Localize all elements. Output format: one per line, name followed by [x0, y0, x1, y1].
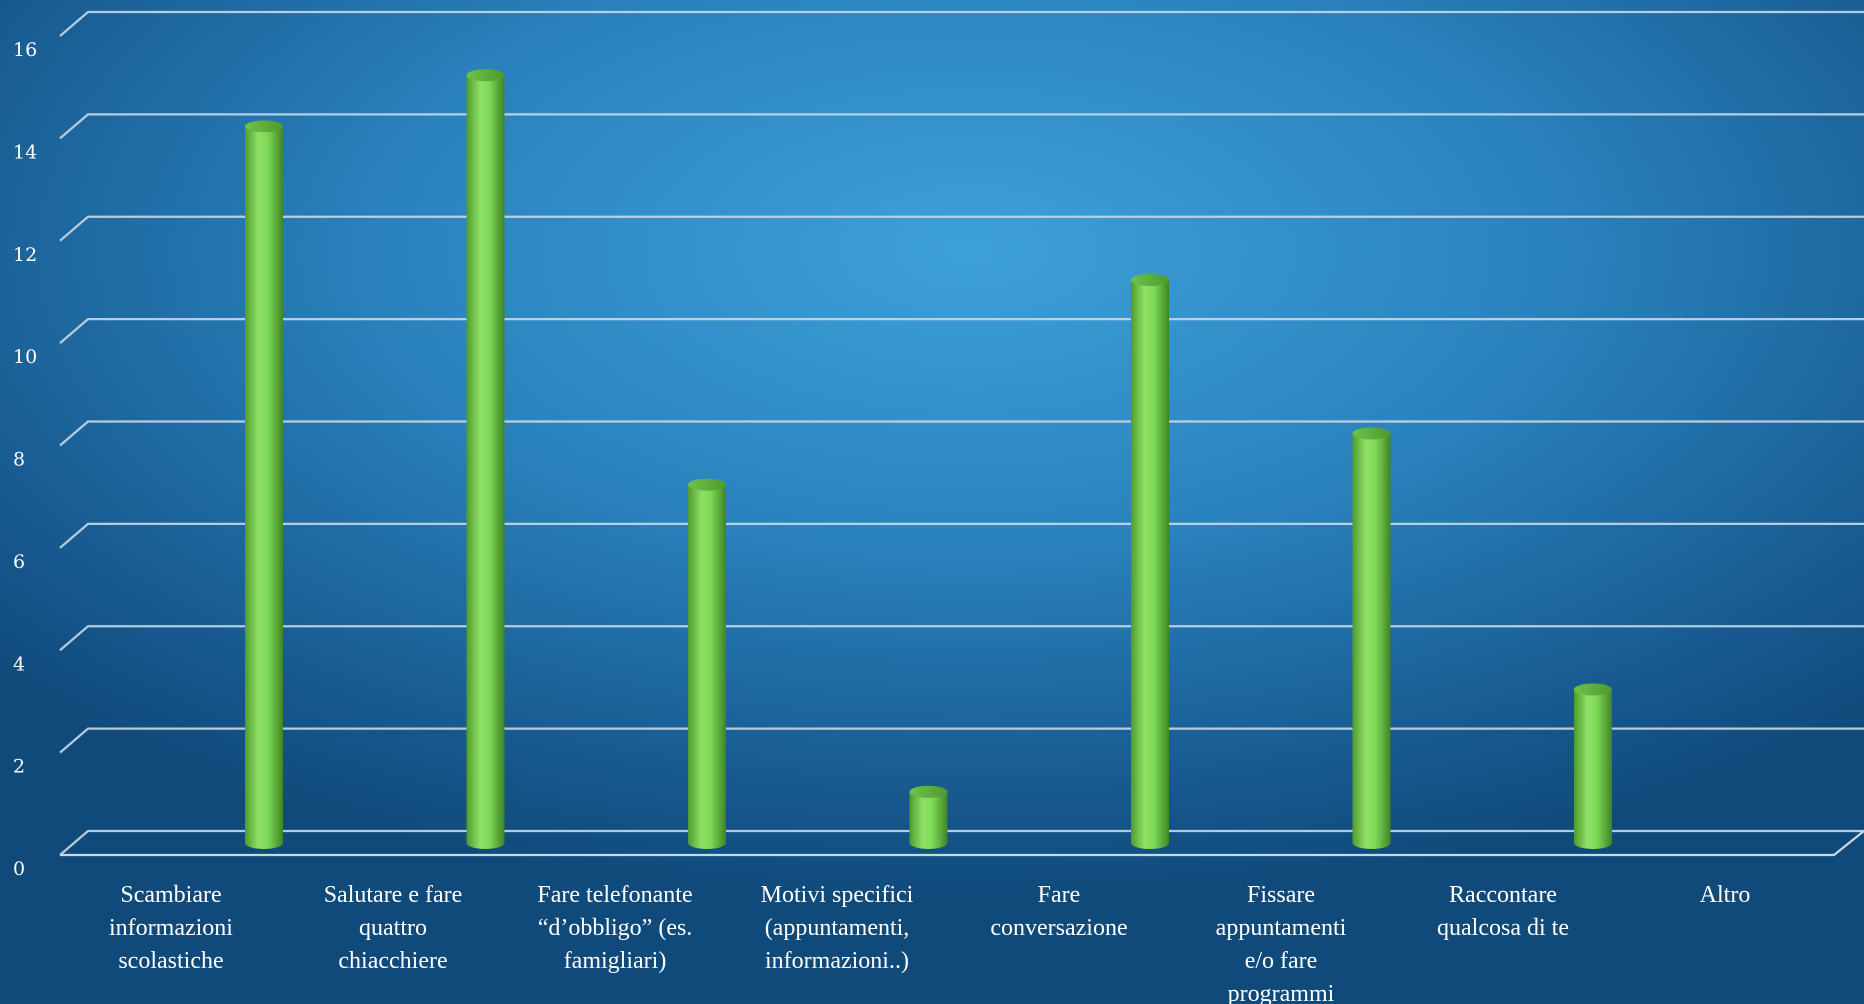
x-category-label: Fare conversazione	[990, 882, 1127, 941]
y-tick-label: 2	[13, 756, 25, 778]
bar	[909, 785, 948, 849]
y-tick-label: 12	[13, 244, 37, 266]
gridline	[59, 522, 1864, 549]
y-tick-label: 16	[13, 39, 37, 61]
x-category-label: Fissare appuntamenti e/o fare programmi	[1216, 882, 1347, 1004]
bar	[245, 120, 283, 849]
gridline	[59, 420, 1864, 447]
x-category-label: Salutare e fare quattro chiacchiere	[324, 882, 463, 974]
y-axis-ticks: 0 2 4 6 8 10 12 14 16	[13, 39, 37, 880]
x-category-label: Altro	[1700, 882, 1751, 908]
y-tick-label: 10	[13, 346, 37, 368]
x-category-label: Motivi specifici (appuntamenti, informazio…	[761, 882, 914, 974]
x-category-label: Fare telefonante “d’obbligo” (es. famiglia…	[537, 882, 692, 974]
gridline	[59, 10, 1864, 37]
bar	[1574, 683, 1612, 849]
y-tick-label: 4	[13, 653, 25, 675]
floor-edge	[60, 830, 1864, 857]
y-tick-label: 8	[13, 449, 25, 471]
bar	[466, 69, 505, 849]
y-tick-label: 0	[13, 858, 25, 880]
gridline	[59, 625, 1864, 652]
x-axis-labels: Scambiare informazioni scolastiche Salutare…	[109, 882, 1750, 1004]
gridline	[59, 727, 1864, 754]
bar	[688, 478, 726, 849]
y-tick-label: 6	[13, 551, 25, 573]
gridline	[59, 215, 1864, 242]
gridlines	[59, 10, 1864, 857]
gridline	[59, 113, 1864, 140]
y-tick-label: 14	[13, 141, 37, 163]
x-category-label: Scambiare informazioni scolastiche	[109, 882, 233, 974]
x-category-label: Raccontare qualcosa di te	[1437, 882, 1569, 941]
bars	[245, 69, 1612, 849]
bar	[1352, 427, 1391, 849]
gridline	[59, 318, 1864, 344]
bar	[1131, 273, 1169, 849]
gridline	[59, 829, 1864, 856]
